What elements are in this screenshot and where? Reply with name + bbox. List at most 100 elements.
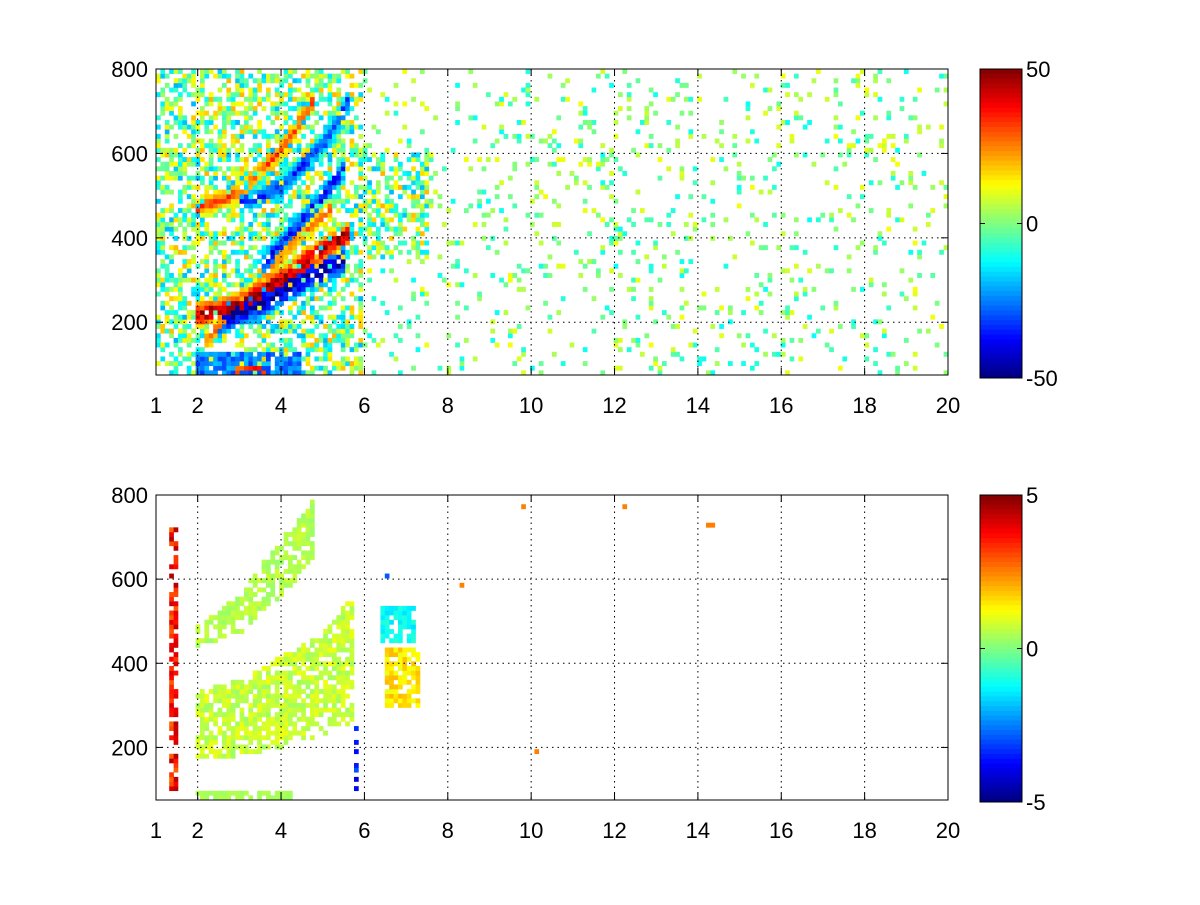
heatmap-cell: [327, 180, 333, 186]
heatmap-cell: [424, 240, 430, 246]
heatmap-cell: [191, 73, 196, 79]
heatmap-cell: [877, 96, 883, 102]
heatmap-cell: [261, 184, 267, 190]
heatmap-cell: [314, 675, 320, 681]
heatmap-cell: [239, 189, 245, 195]
heatmap-cell: [195, 171, 201, 176]
heatmap-cell: [336, 96, 342, 102]
heatmap-cell: [415, 245, 421, 251]
heatmap-cell: [235, 101, 240, 107]
heatmap-cell: [402, 184, 408, 190]
heatmap-cell: [239, 300, 245, 306]
heatmap-cell: [244, 361, 249, 367]
heatmap-cell: [213, 698, 218, 704]
heatmap-cell: [248, 712, 254, 718]
heatmap-cell: [327, 166, 333, 172]
heatmap-cell: [252, 96, 258, 102]
heatmap-cell: [213, 245, 218, 251]
heatmap-cell: [160, 222, 166, 227]
heatmap-cell: [569, 342, 575, 348]
heatmap-cell: [398, 166, 403, 172]
heatmap-cell: [261, 73, 267, 79]
heatmap-cell: [442, 277, 447, 283]
heatmap-cell: [173, 712, 179, 718]
heatmap-cell: [406, 259, 412, 265]
heatmap-cell: [314, 189, 320, 195]
heatmap-cell: [354, 194, 359, 200]
heatmap-cell: [208, 245, 214, 251]
heatmap-cell: [222, 268, 227, 274]
heatmap-cell: [754, 347, 760, 353]
heatmap-cell: [164, 263, 170, 269]
colorbar-segment: [980, 146, 1022, 152]
heatmap-cell: [305, 300, 311, 306]
heatmap-cell: [222, 698, 227, 704]
heatmap-cell: [314, 365, 320, 371]
heatmap-cell: [169, 273, 174, 278]
heatmap-cell: [314, 222, 320, 227]
heatmap-cell: [494, 194, 500, 200]
heatmap-cell: [213, 166, 218, 172]
heatmap-cell: [235, 615, 240, 621]
heatmap-cell: [824, 342, 830, 348]
heatmap-cell: [217, 684, 223, 690]
heatmap-cell: [420, 222, 425, 227]
heatmap-cell: [776, 161, 782, 167]
heatmap-cell: [305, 106, 311, 112]
heatmap-cell: [270, 277, 276, 283]
heatmap-cell: [380, 157, 386, 163]
heatmap-cell: [156, 217, 161, 223]
heatmap-cell: [239, 208, 245, 214]
heatmap-cell: [279, 716, 284, 722]
heatmap-cell: [252, 166, 258, 172]
heatmap-cell: [213, 235, 218, 241]
heatmap-cell: [292, 171, 298, 176]
heatmap-cell: [807, 92, 812, 98]
heatmap-cell: [266, 314, 271, 320]
heatmap-cell: [301, 319, 306, 325]
heatmap-cell: [332, 240, 337, 246]
colorbar-segment: [980, 180, 1022, 186]
heatmap-cell: [222, 171, 227, 176]
heatmap-cell: [270, 189, 276, 195]
heatmap-cell: [340, 231, 346, 237]
heatmap-cell: [389, 254, 394, 260]
heatmap-cell: [345, 157, 350, 163]
heatmap-cell: [332, 337, 337, 343]
heatmap-cell: [261, 175, 267, 181]
heatmap-cell: [173, 559, 179, 565]
heatmap-cell: [301, 235, 306, 241]
heatmap-cell: [653, 319, 658, 325]
heatmap-cell: [750, 175, 755, 181]
heatmap-cell: [239, 180, 245, 186]
heatmap-cell: [274, 716, 280, 722]
heatmap-cell: [252, 721, 258, 727]
heatmap-cell: [239, 73, 245, 79]
heatmap-cell: [239, 684, 245, 690]
heatmap-cell: [318, 82, 324, 88]
heatmap-cell: [318, 87, 324, 93]
heatmap-cell: [261, 361, 267, 367]
heatmap-cell: [384, 147, 390, 153]
heatmap-cell: [340, 619, 346, 625]
heatmap-cell: [486, 198, 491, 204]
heatmap-cell: [345, 638, 350, 644]
heatmap-cell: [301, 555, 306, 560]
heatmap-cell: [226, 208, 232, 214]
colorbar-segment: [980, 552, 1022, 558]
heatmap-cell: [310, 249, 315, 255]
heatmap-cell: [908, 277, 914, 283]
heatmap-cell: [248, 203, 254, 209]
heatmap-cell: [780, 231, 786, 237]
heatmap-cell: [244, 277, 249, 283]
heatmap-cell: [384, 249, 390, 255]
heatmap-cell: [833, 92, 839, 98]
heatmap-cell: [261, 347, 267, 353]
heatmap-cell: [420, 208, 425, 214]
heatmap-cell: [213, 319, 218, 325]
heatmap-cell: [323, 180, 328, 186]
heatmap-cell: [873, 347, 878, 353]
heatmap-cell: [486, 245, 491, 251]
heatmap-cell: [402, 661, 408, 667]
heatmap-cell: [345, 324, 350, 329]
